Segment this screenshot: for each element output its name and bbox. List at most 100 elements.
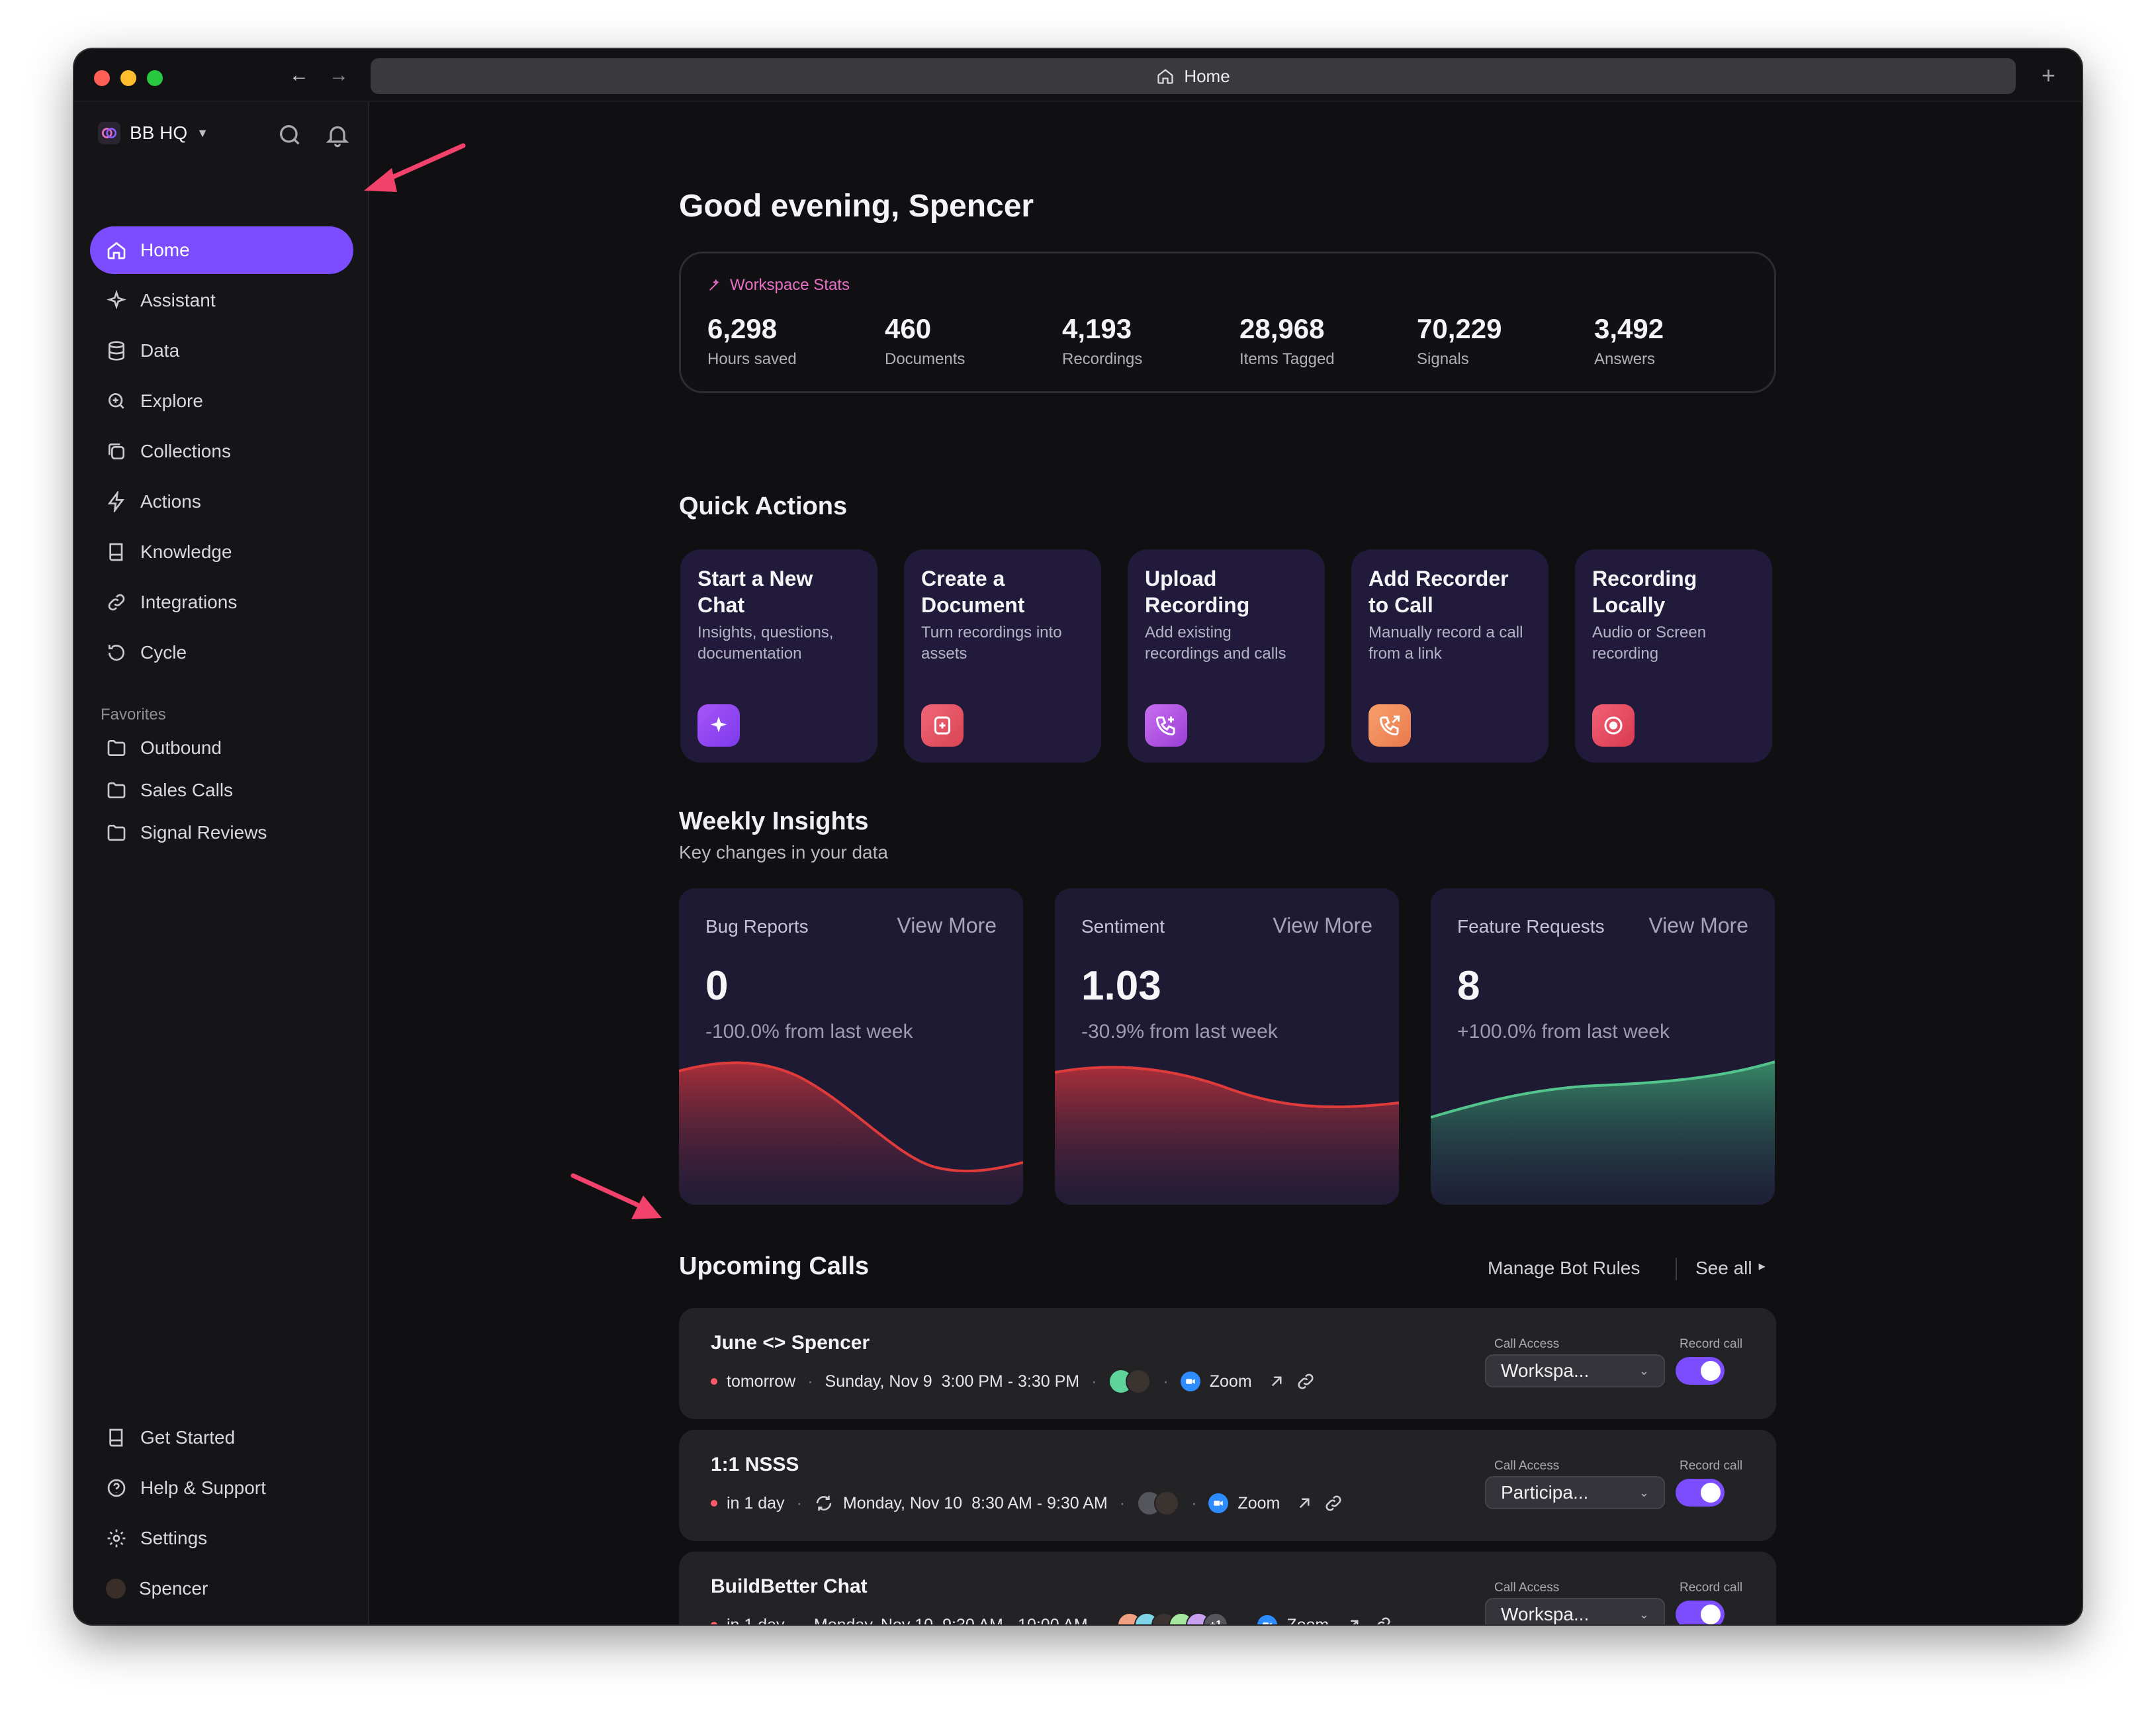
separator: ·: [1091, 1372, 1097, 1391]
manage-bot-rules-link[interactable]: Manage Bot Rules: [1488, 1258, 1640, 1278]
nav-home[interactable]: Home: [90, 226, 353, 274]
workspace-stats-card: Workspace Stats 6,298 Hours saved 460 Docu…: [679, 252, 1776, 393]
minimize-window-button[interactable]: [120, 70, 136, 86]
nav-label: Knowledge: [140, 541, 232, 562]
call-platform: Zoom: [1237, 1493, 1280, 1513]
nav-explore[interactable]: Explore: [90, 377, 353, 425]
zoom-icon: [109, 393, 124, 409]
quick-action-desc: Manually record a call from a link: [1369, 624, 1523, 663]
nav-cycle[interactable]: Cycle: [90, 629, 353, 676]
nav-label: Explore: [140, 391, 203, 411]
nav-integrations[interactable]: Integrations: [90, 579, 353, 626]
see-all-link[interactable]: See all ▸: [1695, 1258, 1766, 1279]
nav-data[interactable]: Data: [90, 327, 353, 375]
call-time: 3:00 PM - 3:30 PM: [941, 1372, 1080, 1391]
home-icon: [107, 242, 126, 259]
nav-collections[interactable]: Collections: [90, 428, 353, 475]
call-card[interactable]: 1:1 NSSS in 1 day · Monday, Nov 10 8:30 …: [679, 1430, 1776, 1541]
call-meta: in 1 day · Monday, Nov 10 9:30 AM - 10:0…: [711, 1612, 1392, 1624]
view-more-link[interactable]: View More: [1273, 913, 1372, 937]
copy-link-icon[interactable]: [1324, 1493, 1343, 1513]
new-tab-button[interactable]: +: [2041, 62, 2055, 89]
workspace-switcher[interactable]: BB HQ ▼: [98, 122, 208, 144]
back-arrow-icon[interactable]: ←: [289, 64, 309, 86]
status-dot: [711, 1622, 717, 1624]
quick-action-desc: Audio or Screen recording: [1592, 624, 1707, 663]
upcoming-calls-heading: Upcoming Calls: [679, 1252, 870, 1280]
quick-action-record-locally[interactable]: Recording Locally Audio or Screen record…: [1575, 549, 1772, 763]
call-time: 9:30 AM - 10:00 AM: [942, 1616, 1088, 1625]
stat-value: 460: [885, 313, 932, 344]
nav-knowledge[interactable]: Knowledge: [90, 528, 353, 576]
bolt-icon: [107, 491, 124, 512]
nav-actions[interactable]: Actions: [90, 478, 353, 526]
book-icon: [109, 1428, 123, 1447]
quick-action-desc: Turn recordings into assets: [921, 624, 1062, 663]
nav-help-support[interactable]: Help & Support: [90, 1464, 353, 1512]
call-card[interactable]: BuildBetter Chat in 1 day · Monday, Nov …: [679, 1552, 1776, 1624]
favorite-label: Outbound: [140, 737, 222, 758]
forward-arrow-icon[interactable]: →: [329, 64, 349, 86]
zoom-icon: [1180, 1372, 1200, 1391]
address-bar[interactable]: Home: [371, 58, 2016, 94]
call-time: 8:30 AM - 9:30 AM: [971, 1493, 1108, 1513]
chevron-down-icon: ⌄: [1639, 1364, 1649, 1377]
call-title: 1:1 NSSS: [711, 1454, 799, 1475]
call-access-select[interactable]: Participa... ⌄: [1485, 1476, 1665, 1509]
quick-action-title: Recording Locally: [1592, 567, 1697, 617]
zoom-icon: [1257, 1615, 1278, 1624]
favorite-sales-calls[interactable]: Sales Calls: [90, 769, 353, 812]
call-access-select[interactable]: Workspa... ⌄: [1485, 1598, 1665, 1624]
nav-assistant[interactable]: Assistant: [90, 277, 353, 324]
favorite-signal-reviews[interactable]: Signal Reviews: [90, 812, 353, 854]
separator: ·: [807, 1372, 813, 1391]
record-call-label: Record call: [1680, 1581, 1743, 1595]
quick-action-add-recorder[interactable]: Add Recorder to Call Manually record a c…: [1351, 549, 1549, 763]
nav-label: Assistant: [140, 290, 216, 310]
external-link-icon[interactable]: [1294, 1493, 1314, 1513]
record-call-toggle[interactable]: [1676, 1357, 1725, 1385]
record-call-toggle[interactable]: [1676, 1479, 1725, 1507]
insight-value: 1.03: [1081, 963, 1161, 1009]
insight-label: Sentiment: [1081, 916, 1165, 937]
call-date: Monday, Nov 10: [842, 1493, 963, 1513]
gear-icon: [107, 1529, 126, 1548]
record-call-toggle[interactable]: [1676, 1601, 1725, 1624]
nav-settings[interactable]: Settings: [90, 1515, 353, 1562]
stat-label: Hours saved: [707, 350, 797, 368]
favorite-outbound[interactable]: Outbound: [90, 727, 353, 769]
sparkle-icon: [697, 704, 740, 747]
quick-action-create-document[interactable]: Create a Document Turn recordings into a…: [904, 549, 1101, 763]
bell-icon[interactable]: [324, 122, 351, 148]
call-card[interactable]: June <> Spencer tomorrow · Sunday, Nov 9…: [679, 1308, 1776, 1419]
call-access-select[interactable]: Workspa... ⌄: [1485, 1354, 1665, 1387]
nav-user-profile[interactable]: Spencer: [90, 1565, 353, 1612]
view-more-link[interactable]: View More: [1648, 913, 1748, 937]
quick-action-new-chat[interactable]: Start a New Chat Insights, questions, do…: [680, 549, 877, 763]
external-link-icon[interactable]: [1343, 1615, 1363, 1624]
nav-get-started[interactable]: Get Started: [90, 1414, 353, 1462]
search-icon[interactable]: [277, 122, 303, 148]
maximize-window-button[interactable]: [147, 70, 163, 86]
favorite-label: Signal Reviews: [140, 822, 267, 843]
copy-link-icon[interactable]: [1296, 1372, 1316, 1391]
nav-label: Data: [140, 340, 180, 361]
nav-label: Home: [140, 240, 190, 260]
wand-icon: [709, 279, 719, 291]
participant-avatars[interactable]: [1108, 1369, 1151, 1394]
trend-area-chart: [1055, 1066, 1399, 1205]
participant-avatars[interactable]: +1: [1117, 1612, 1228, 1624]
close-window-button[interactable]: [94, 70, 110, 86]
avatar: [1126, 1369, 1151, 1394]
external-link-icon[interactable]: [1267, 1372, 1286, 1391]
view-more-link[interactable]: View More: [897, 913, 997, 937]
stat-label: Items Tagged: [1239, 350, 1335, 368]
copy-link-icon[interactable]: [1372, 1615, 1392, 1624]
quick-action-upload-recording[interactable]: Upload Recording Add existing recordings…: [1128, 549, 1325, 763]
sidebar: BB HQ ▼ Home Assistant Data Explore Coll…: [74, 102, 369, 1624]
book-icon: [109, 543, 123, 561]
call-meta: in 1 day · Monday, Nov 10 8:30 AM - 9:30…: [711, 1491, 1343, 1516]
avatar: [106, 1579, 126, 1599]
participant-avatars[interactable]: [1137, 1491, 1180, 1516]
title-bar: ← → Home +: [74, 49, 2082, 102]
